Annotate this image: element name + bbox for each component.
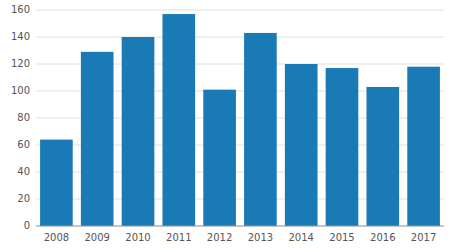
x-tick-label: 2010: [125, 232, 150, 243]
x-tick-label: 2011: [166, 232, 191, 243]
x-axis-line: [36, 226, 444, 227]
bar: [81, 52, 114, 226]
chart-container: 0 20 40 60 80 100 120 140 160 2008 2009 2010 2011 201…: [0, 0, 454, 252]
bar: [244, 33, 277, 226]
bar: [162, 14, 195, 226]
x-tick-label: 2014: [288, 232, 313, 243]
y-tick-label: 140: [11, 31, 30, 42]
y-axis: 0 20 40 60 80 100 120 140 160: [11, 4, 444, 231]
bar: [40, 140, 73, 226]
x-tick-label: 2016: [370, 232, 395, 243]
x-tick-label: 2008: [44, 232, 69, 243]
x-tick-label: 2013: [248, 232, 273, 243]
y-tick-label: 40: [17, 166, 30, 177]
y-tick-label: 60: [17, 139, 30, 150]
bar: [285, 64, 318, 226]
chart: 0 20 40 60 80 100 120 140 160 2008 2009 2010 2011 201…: [0, 0, 454, 252]
x-tick-label: 2009: [84, 232, 109, 243]
y-tick-label: 100: [11, 85, 30, 96]
bar: [203, 90, 236, 226]
y-tick-label: 120: [11, 58, 30, 69]
y-tick-label: 160: [11, 4, 30, 15]
bar: [122, 37, 155, 226]
bar: [407, 67, 440, 226]
x-tick-label: 2012: [207, 232, 232, 243]
grid-line: [36, 10, 444, 11]
y-tick-label: 0: [24, 220, 30, 231]
grid-line: [36, 37, 444, 38]
bars: [40, 14, 440, 226]
bar: [326, 68, 359, 226]
y-tick-label: 20: [17, 193, 30, 204]
x-tick-label: 2015: [329, 232, 354, 243]
y-tick-label: 80: [17, 112, 30, 123]
x-tick-label: 2017: [411, 232, 436, 243]
grid-line: [36, 226, 444, 227]
bar: [366, 87, 399, 226]
x-axis: 2008 2009 2010 2011 2012 2013 2014 2015 2016 2017: [36, 226, 444, 243]
